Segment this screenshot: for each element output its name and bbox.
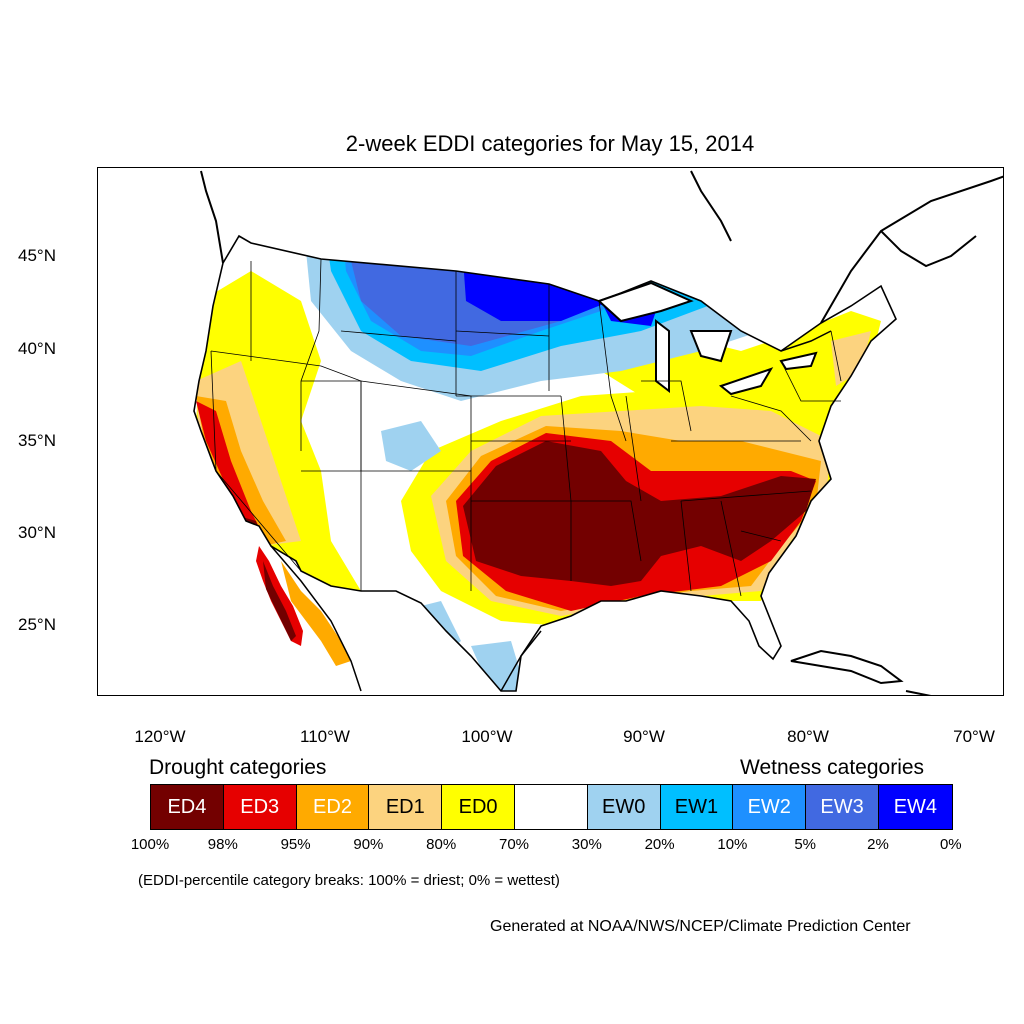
legend-swatch-ew1: EW1 [660, 785, 734, 829]
eddi-map [97, 167, 1004, 696]
lon-label-90: 90°W [623, 727, 665, 746]
percentile-break-label: 10% [717, 836, 748, 853]
cuba [790, 649, 904, 685]
color-legend: ED4 ED3 ED2 ED1 ED0 EW0 EW1 EW2 EW3 EW4 [150, 784, 953, 830]
percentile-break-label: 20% [644, 836, 675, 853]
west-ed3 [196, 401, 266, 541]
lake-superior [597, 281, 694, 323]
texas-ew0 [471, 641, 526, 691]
drought-heading: Drought categories [149, 756, 327, 779]
canada-east-coast [820, 175, 1003, 324]
legend-swatch-ed1: ED1 [369, 785, 443, 829]
percentile-break-label: 95% [280, 836, 311, 853]
percentile-break-label: 80% [426, 836, 457, 853]
mexico-ed2 [281, 561, 351, 666]
lon-label-100: 100°W [461, 727, 513, 746]
bc-coast [200, 170, 224, 264]
lon-label-110: 110°W [300, 727, 350, 746]
map-title: 2-week EDDI categories for May 15, 2014 [345, 131, 755, 156]
percentile-break-label: 2% [867, 836, 889, 853]
hudson-bay-coast [690, 170, 732, 242]
lon-label-120: 120°W [134, 727, 186, 746]
percentile-break-label: 98% [207, 836, 238, 853]
south-ed4 [463, 441, 816, 586]
legend-swatch-neutral [514, 785, 588, 829]
lat-label-45: 45°N [18, 246, 56, 265]
wetness-heading: Wetness categories [740, 756, 925, 779]
category-note: (EDDI-percentile category breaks: 100% =… [138, 872, 560, 889]
percentile-break-label: 70% [498, 836, 530, 853]
credit-line: Generated at NOAA/NWS/NCEP/Climate Predi… [490, 918, 911, 935]
percentile-break-label: 5% [794, 836, 817, 853]
north-ew4 [461, 236, 611, 321]
lake-huron [689, 330, 733, 363]
lake-michigan [655, 318, 670, 394]
state-borders [210, 258, 842, 597]
lat-label-25: 25°N [18, 615, 56, 634]
lat-label-30: 30°N [18, 523, 56, 542]
baja-drought [256, 546, 303, 646]
percentile-break-label: 30% [571, 836, 602, 853]
legend-swatch-ed4: ED4 [151, 785, 224, 829]
legend-swatch-ew3: EW3 [806, 785, 879, 829]
lon-label-80: 80°W [787, 727, 829, 746]
conus-border [193, 234, 897, 692]
lon-label-70: 70°W [953, 727, 995, 746]
lake-erie [718, 367, 774, 396]
maritimes-coast [880, 230, 977, 268]
legend-swatch-ew2: EW2 [733, 785, 807, 829]
lake-ontario [779, 351, 818, 371]
mexico-west-coast [270, 545, 362, 692]
lat-label-40: 40°N [18, 339, 56, 358]
lat-label-35: 35°N [18, 431, 56, 450]
percentile-break-label: 0% [939, 836, 962, 853]
legend-swatch-ew4: EW4 [878, 785, 952, 829]
percentile-break-label: 90% [353, 836, 384, 853]
legend-swatch-ed3: ED3 [223, 785, 297, 829]
legend-swatch-ed2: ED2 [296, 785, 370, 829]
hispaniola [905, 690, 932, 695]
northeast-ed1 [831, 331, 871, 386]
sw-ew0-a [381, 421, 441, 471]
legend-swatch-ew0: EW0 [587, 785, 661, 829]
map-canvas [193, 170, 1003, 695]
st-lawrence [780, 330, 832, 352]
mexico-gulf-coast [500, 630, 542, 692]
legend-swatch-ed0: ED0 [442, 785, 515, 829]
percentile-break-label: 100% [130, 836, 170, 853]
baja-ed4 [263, 561, 296, 641]
